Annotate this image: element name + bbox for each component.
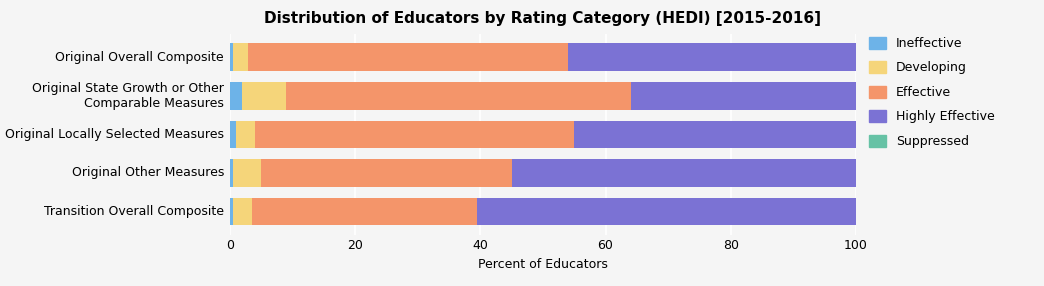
Bar bbox=[477, 198, 856, 225]
Bar bbox=[631, 82, 856, 110]
Bar bbox=[252, 198, 477, 225]
Bar bbox=[512, 159, 856, 187]
Bar bbox=[230, 198, 233, 225]
Bar bbox=[230, 159, 233, 187]
Bar bbox=[261, 159, 512, 187]
Bar bbox=[230, 43, 233, 71]
Bar bbox=[233, 43, 248, 71]
Bar bbox=[568, 43, 856, 71]
Bar bbox=[574, 120, 856, 148]
Bar bbox=[233, 198, 252, 225]
Bar bbox=[233, 159, 261, 187]
Bar bbox=[236, 120, 255, 148]
Bar bbox=[255, 120, 574, 148]
Bar bbox=[242, 82, 286, 110]
X-axis label: Percent of Educators: Percent of Educators bbox=[478, 258, 608, 271]
Title: Distribution of Educators by Rating Category (HEDI) [2015-2016]: Distribution of Educators by Rating Cate… bbox=[264, 11, 822, 26]
Legend: Ineffective, Developing, Effective, Highly Effective, Suppressed: Ineffective, Developing, Effective, High… bbox=[869, 37, 995, 148]
Bar bbox=[248, 43, 568, 71]
Bar bbox=[230, 120, 236, 148]
Bar bbox=[286, 82, 631, 110]
Bar bbox=[230, 82, 242, 110]
